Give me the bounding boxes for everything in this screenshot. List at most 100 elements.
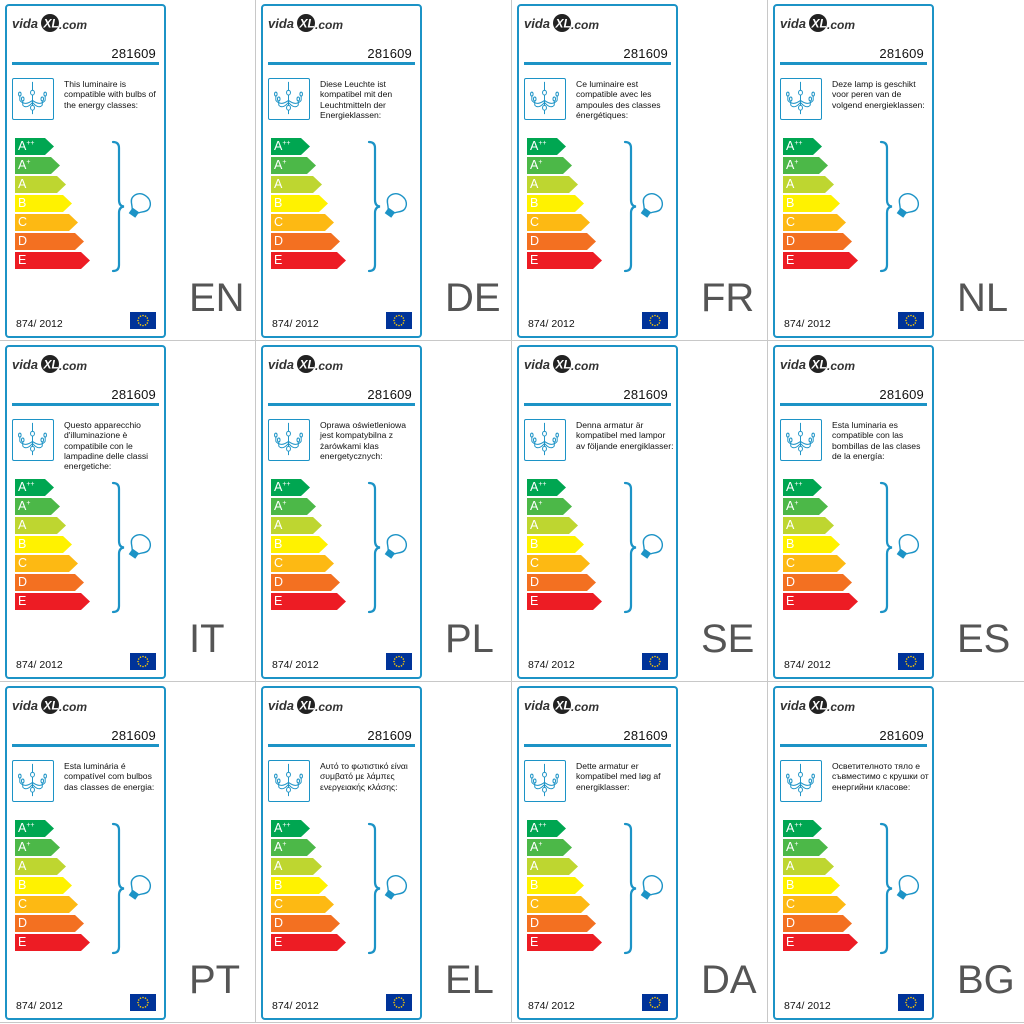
energy-class-letter: A <box>18 859 27 873</box>
energy-class-letter: E <box>274 935 283 949</box>
energy-class-label: A+ <box>786 498 798 515</box>
energy-class-letter: A <box>530 480 539 494</box>
energy-class-6: E <box>527 252 602 269</box>
product-code: 281609 <box>367 46 412 61</box>
energy-class-letter: E <box>530 594 539 608</box>
energy-class-arrow <box>15 896 78 913</box>
energy-class-superscript: + <box>794 159 799 166</box>
compatibility-text: Esta luminária é compatível com bulbos d… <box>64 761 155 792</box>
svg-text:.com: .com <box>59 359 87 373</box>
energy-class-letter: A <box>530 518 539 532</box>
energy-label-card: vida XL .com 281609 Ce luminaire est compati… <box>517 4 678 338</box>
energy-class-letter: E <box>274 594 283 608</box>
energy-class-label: A <box>18 858 26 875</box>
header-divider <box>780 744 927 747</box>
energy-class-3: B <box>783 195 840 212</box>
energy-class-arrow <box>271 498 316 515</box>
svg-text:vida: vida <box>780 698 806 713</box>
energy-class-label: C <box>274 214 283 231</box>
energy-class-label: A++ <box>18 479 35 496</box>
eu-flag-icon <box>642 653 668 670</box>
energy-class-5: D <box>527 574 596 591</box>
energy-class-label: B <box>530 877 538 894</box>
regulation-number: 874/ 2012 <box>784 318 831 330</box>
energy-class-2: A <box>271 858 322 875</box>
energy-class-1: A+ <box>15 498 60 515</box>
regulation-number: 874/ 2012 <box>528 1000 575 1012</box>
energy-class-arrow <box>271 138 310 155</box>
svg-text:vida: vida <box>780 357 806 372</box>
energy-class-letter: B <box>274 196 283 210</box>
energy-class-6: E <box>527 934 602 951</box>
product-code: 281609 <box>111 387 156 402</box>
energy-class-1: A+ <box>271 839 316 856</box>
language-code: SE <box>701 617 755 661</box>
language-code: DE <box>445 276 501 320</box>
product-code: 281609 <box>879 46 924 61</box>
label-cell-en: vida XL .com 281609 This luminaire is compat… <box>0 0 256 341</box>
energy-class-arrow <box>527 252 602 269</box>
energy-class-letter: C <box>786 556 796 570</box>
energy-class-arrow <box>271 934 346 951</box>
energy-class-label: C <box>274 555 283 572</box>
energy-label-card: vida XL .com 281609 Dette armatur er kompati… <box>517 686 678 1020</box>
energy-class-label: A <box>530 858 538 875</box>
energy-class-label: E <box>786 934 794 951</box>
energy-class-label: D <box>786 233 795 250</box>
energy-class-arrow <box>783 252 858 269</box>
energy-class-arrow <box>15 839 60 856</box>
energy-class-arrow <box>783 233 852 250</box>
energy-class-superscript: + <box>538 841 543 848</box>
energy-class-letter: B <box>18 537 27 551</box>
product-code: 281609 <box>111 728 156 743</box>
energy-class-letter: A <box>786 480 795 494</box>
energy-class-arrow <box>271 252 346 269</box>
energy-class-label: A+ <box>274 498 286 515</box>
energy-class-arrow <box>527 157 572 174</box>
energy-class-label: A++ <box>786 820 803 837</box>
label-cell-el: vida XL .com 281609 Αυτό το φωτιστικό είναι … <box>256 682 512 1023</box>
vidaxl-logo: vida XL .com <box>780 354 864 376</box>
energy-class-4: C <box>527 896 590 913</box>
energy-class-superscript: + <box>282 500 287 507</box>
energy-class-arrow <box>783 839 828 856</box>
energy-class-label: D <box>786 574 795 591</box>
energy-class-arrow <box>527 195 584 212</box>
chandelier-icon <box>524 419 566 461</box>
energy-class-4: C <box>15 214 78 231</box>
energy-class-2: A <box>527 858 578 875</box>
compatibility-text: Deze lamp is geschikt voor peren van de … <box>832 79 925 110</box>
energy-label-card: vida XL .com 281609 Denna armatur är kompati… <box>517 345 678 679</box>
svg-text:vida: vida <box>268 16 294 31</box>
energy-class-letter: E <box>18 594 27 608</box>
energy-class-label: C <box>18 214 27 231</box>
energy-class-letter: E <box>18 253 27 267</box>
svg-text:XL: XL <box>299 17 315 31</box>
svg-text:vida: vida <box>12 698 38 713</box>
chandelier-icon <box>780 78 822 120</box>
energy-class-arrow <box>15 877 72 894</box>
regulation-number: 874/ 2012 <box>784 659 831 671</box>
energy-class-2: A <box>783 517 834 534</box>
energy-class-label: A+ <box>18 157 30 174</box>
energy-class-5: D <box>15 233 84 250</box>
energy-class-label: E <box>274 934 282 951</box>
energy-class-scale: A++ A+ A B C D E <box>527 820 602 956</box>
energy-class-label: B <box>18 536 26 553</box>
svg-text:vida: vida <box>12 357 38 372</box>
energy-class-4: C <box>271 555 334 572</box>
vidaxl-logo: vida XL .com <box>780 695 864 717</box>
energy-class-label: B <box>274 536 282 553</box>
svg-text:.com: .com <box>827 18 855 32</box>
energy-class-arrow <box>271 157 316 174</box>
energy-class-letter: A <box>274 859 283 873</box>
energy-class-label: D <box>18 574 27 591</box>
energy-class-superscript: ++ <box>282 140 291 147</box>
energy-class-arrow <box>527 138 566 155</box>
language-code: FR <box>701 276 755 320</box>
energy-class-3: B <box>527 195 584 212</box>
eu-flag-icon <box>898 312 924 329</box>
svg-text:XL: XL <box>555 699 571 713</box>
energy-class-superscript: ++ <box>538 481 547 488</box>
svg-text:XL: XL <box>43 358 59 372</box>
